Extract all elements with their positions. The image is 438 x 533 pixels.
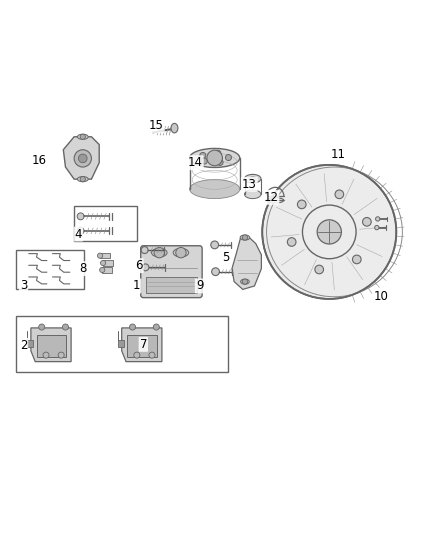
Circle shape bbox=[226, 155, 232, 160]
Circle shape bbox=[98, 253, 102, 259]
Bar bbox=[74, 206, 137, 240]
Circle shape bbox=[153, 324, 159, 330]
Text: 10: 10 bbox=[374, 290, 389, 303]
Ellipse shape bbox=[240, 279, 249, 284]
Polygon shape bbox=[64, 137, 99, 179]
Circle shape bbox=[211, 241, 219, 249]
Circle shape bbox=[43, 352, 49, 358]
Circle shape bbox=[212, 268, 219, 276]
Circle shape bbox=[287, 238, 296, 246]
Text: 7: 7 bbox=[140, 338, 147, 351]
Circle shape bbox=[58, 352, 64, 358]
Ellipse shape bbox=[78, 176, 88, 182]
Ellipse shape bbox=[78, 134, 88, 139]
Ellipse shape bbox=[244, 190, 261, 199]
Circle shape bbox=[317, 220, 341, 244]
Text: 5: 5 bbox=[222, 252, 229, 264]
Bar bbox=[36, 335, 66, 357]
Text: 14: 14 bbox=[188, 156, 203, 169]
Polygon shape bbox=[118, 332, 124, 346]
Circle shape bbox=[335, 190, 344, 199]
Circle shape bbox=[217, 159, 223, 165]
Circle shape bbox=[134, 352, 140, 358]
Polygon shape bbox=[100, 253, 110, 259]
Text: 6: 6 bbox=[135, 259, 143, 272]
Bar bbox=[127, 335, 157, 357]
Polygon shape bbox=[31, 328, 71, 361]
Circle shape bbox=[242, 279, 247, 284]
Ellipse shape bbox=[190, 149, 240, 167]
Circle shape bbox=[100, 268, 105, 272]
Circle shape bbox=[154, 247, 165, 258]
Ellipse shape bbox=[152, 248, 167, 257]
Circle shape bbox=[100, 261, 106, 265]
Circle shape bbox=[315, 265, 324, 274]
Ellipse shape bbox=[244, 174, 261, 183]
Text: 16: 16 bbox=[32, 154, 47, 167]
Circle shape bbox=[78, 154, 87, 163]
Circle shape bbox=[80, 134, 85, 139]
Text: 8: 8 bbox=[79, 262, 86, 275]
Bar bbox=[16, 250, 84, 289]
Circle shape bbox=[353, 255, 361, 264]
Circle shape bbox=[215, 150, 221, 156]
Bar bbox=[146, 277, 197, 293]
Circle shape bbox=[176, 247, 186, 258]
Circle shape bbox=[207, 150, 223, 166]
Circle shape bbox=[242, 235, 247, 240]
Text: 2: 2 bbox=[20, 338, 27, 352]
Polygon shape bbox=[28, 332, 33, 346]
Circle shape bbox=[149, 352, 155, 358]
Circle shape bbox=[374, 225, 379, 230]
Text: 3: 3 bbox=[20, 279, 27, 293]
Circle shape bbox=[200, 152, 206, 158]
Circle shape bbox=[297, 200, 306, 209]
Circle shape bbox=[39, 324, 45, 330]
Circle shape bbox=[77, 228, 84, 235]
FancyBboxPatch shape bbox=[141, 246, 202, 297]
Text: 4: 4 bbox=[75, 228, 82, 240]
Polygon shape bbox=[122, 328, 162, 361]
Polygon shape bbox=[103, 261, 113, 265]
Ellipse shape bbox=[267, 198, 284, 203]
Ellipse shape bbox=[173, 248, 189, 257]
Polygon shape bbox=[232, 238, 261, 289]
Circle shape bbox=[80, 176, 85, 182]
Text: 9: 9 bbox=[196, 279, 203, 293]
Circle shape bbox=[63, 324, 68, 330]
Circle shape bbox=[77, 213, 84, 220]
Circle shape bbox=[375, 217, 380, 221]
Polygon shape bbox=[102, 268, 112, 272]
Circle shape bbox=[363, 217, 371, 226]
Text: 11: 11 bbox=[330, 148, 346, 160]
Circle shape bbox=[142, 264, 149, 271]
Text: 15: 15 bbox=[149, 119, 164, 133]
Circle shape bbox=[130, 324, 135, 330]
Text: 1: 1 bbox=[133, 279, 141, 293]
Circle shape bbox=[262, 165, 396, 299]
Text: 12: 12 bbox=[263, 191, 279, 204]
Circle shape bbox=[141, 247, 148, 254]
Circle shape bbox=[74, 150, 92, 167]
Circle shape bbox=[201, 158, 207, 164]
Bar bbox=[16, 316, 228, 373]
Ellipse shape bbox=[171, 123, 178, 133]
Ellipse shape bbox=[240, 235, 250, 240]
Ellipse shape bbox=[190, 180, 240, 199]
Text: 13: 13 bbox=[242, 178, 257, 191]
